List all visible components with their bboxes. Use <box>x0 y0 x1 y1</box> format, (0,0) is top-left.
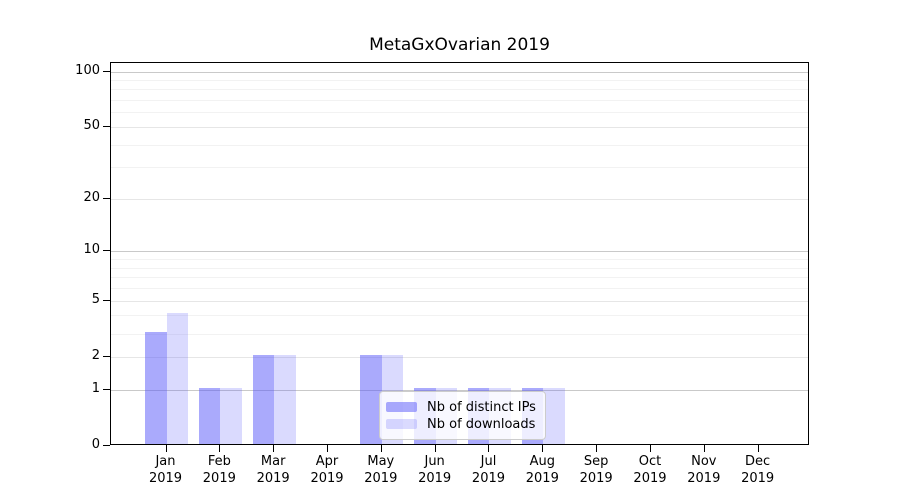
y-tick-mark <box>103 388 110 390</box>
x-tick-label: May 2019 <box>364 454 398 486</box>
minor-gridline <box>111 89 808 91</box>
bar-downloads-1 <box>220 387 242 444</box>
minor-gridline <box>111 288 808 290</box>
y-tick-mark <box>103 355 110 357</box>
legend: Nb of distinct IPs Nb of downloads <box>379 391 546 440</box>
x-tick-label: Feb 2019 <box>202 454 236 486</box>
y-tick-label: 5 <box>91 291 100 307</box>
x-tick-label: Aug 2019 <box>525 454 559 486</box>
x-tick-mark <box>380 445 382 452</box>
y-tick-mark <box>103 70 110 72</box>
x-tick-mark <box>326 445 328 452</box>
minor-gridline <box>111 100 808 102</box>
x-tick-mark <box>757 445 759 452</box>
distinct-ips-swatch-icon <box>386 402 417 412</box>
y-tick-label: 50 <box>83 117 100 133</box>
minor-gridline <box>111 315 808 317</box>
x-tick-mark <box>649 445 651 452</box>
bar-downloads-0 <box>166 313 188 444</box>
plot-area: Nb of distinct IPs Nb of downloads <box>110 62 809 445</box>
downloads-swatch-icon <box>386 419 417 429</box>
minor-gridline <box>111 167 808 169</box>
legend-row-downloads: Nb of downloads <box>386 416 536 432</box>
y-tick-label: 100 <box>75 62 100 78</box>
minor-gridline <box>111 259 808 261</box>
x-tick-mark <box>596 445 598 452</box>
x-tick-label: Jan 2019 <box>148 454 183 486</box>
y-tick-mark <box>103 299 110 301</box>
y-tick-label: 2 <box>91 347 100 363</box>
x-tick-label: Jul 2019 <box>471 454 506 486</box>
y-tick-mark <box>103 250 110 252</box>
minor-gridline <box>111 267 808 269</box>
chart-title: MetaGxOvarian 2019 <box>369 35 550 55</box>
x-tick-label: Dec 2019 <box>741 454 775 486</box>
minor-gridline <box>111 112 808 114</box>
legend-label-distinct-ips: Nb of distinct IPs <box>427 399 536 415</box>
major-gridline <box>111 300 808 302</box>
y-tick-mark <box>103 197 110 199</box>
minor-gridline <box>111 79 808 81</box>
bar-distinct-ips-0 <box>145 331 167 444</box>
minor-gridline <box>111 277 808 279</box>
bar-distinct-ips-2 <box>252 354 275 444</box>
major-gridline <box>111 71 808 73</box>
x-tick-label: Apr 2019 <box>310 454 344 486</box>
x-tick-mark <box>219 445 221 452</box>
legend-row-distinct-ips: Nb of distinct IPs <box>386 399 536 415</box>
y-tick-mark <box>103 445 110 446</box>
x-tick-label: Jun 2019 <box>418 454 452 486</box>
y-tick-label: 10 <box>83 242 100 258</box>
bar-distinct-ips-1 <box>198 387 221 444</box>
y-tick-mark <box>103 125 110 127</box>
bar-downloads-7 <box>543 387 565 444</box>
bar-distinct-ips-4 <box>360 354 382 444</box>
x-tick-label: Nov 2019 <box>687 454 721 486</box>
x-tick-mark <box>703 445 705 452</box>
legend-label-downloads: Nb of downloads <box>427 416 536 432</box>
x-tick-label: Oct 2019 <box>633 454 667 486</box>
x-tick-mark <box>273 445 275 452</box>
y-tick-label: 1 <box>91 380 100 396</box>
minor-gridline <box>111 144 808 146</box>
major-gridline <box>111 198 808 200</box>
major-gridline <box>111 126 808 128</box>
x-tick-mark <box>165 445 167 452</box>
y-tick-label: 20 <box>83 189 100 205</box>
x-tick-mark <box>488 445 490 452</box>
major-gridline <box>111 389 808 391</box>
x-tick-mark <box>542 445 544 452</box>
x-tick-label: Mar 2019 <box>256 454 290 486</box>
bar-downloads-2 <box>274 354 296 444</box>
minor-gridline <box>111 333 808 335</box>
x-tick-label: Sep 2019 <box>579 454 613 486</box>
major-gridline <box>111 356 808 358</box>
major-gridline <box>111 251 808 253</box>
x-tick-mark <box>434 445 436 452</box>
y-tick-label: 0 <box>91 437 100 452</box>
